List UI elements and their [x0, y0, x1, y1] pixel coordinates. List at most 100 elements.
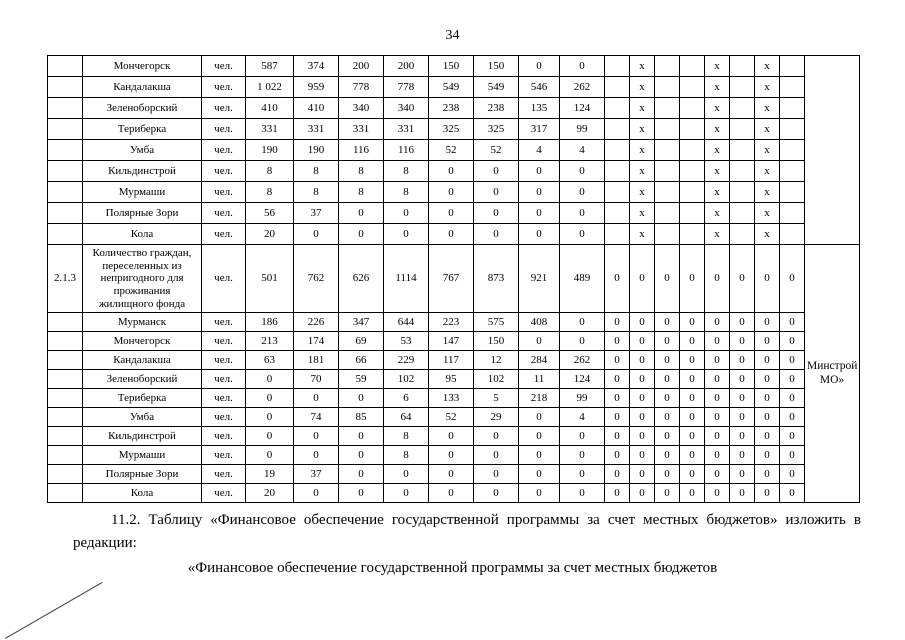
value-cell: 70	[293, 369, 339, 390]
value-cell: 0	[729, 483, 755, 504]
value-cell: 0	[779, 369, 805, 390]
value-cell: 0	[383, 464, 429, 485]
value-cell: 229	[383, 350, 429, 371]
value-cell: 5	[473, 388, 519, 409]
territory-name-cell: Кола	[82, 223, 202, 245]
page-number: 34	[445, 28, 460, 43]
value-cell: 238	[428, 97, 474, 119]
value-cell: 4	[559, 407, 605, 428]
value-cell	[604, 181, 630, 203]
value-cell: 0	[559, 181, 605, 203]
value-cell: 102	[383, 369, 429, 390]
value-cell: 0	[729, 331, 755, 352]
value-cell: x	[704, 202, 730, 224]
value-cell: 0	[754, 331, 780, 352]
value-cell: 0	[679, 312, 705, 333]
value-cell: 0	[604, 331, 630, 352]
value-cell: 0	[559, 426, 605, 447]
territory-name-cell: Умба	[82, 407, 202, 428]
territory-name-cell: Кильдинстрой	[82, 160, 202, 182]
value-cell: 213	[245, 331, 294, 352]
value-cell: 0	[245, 445, 294, 466]
row-number-cell	[47, 139, 83, 161]
value-cell: 0	[779, 464, 805, 485]
value-cell: 8	[245, 181, 294, 203]
value-cell: 0	[704, 350, 730, 371]
value-cell: 0	[629, 243, 655, 314]
value-cell: 762	[293, 243, 339, 314]
value-cell: 0	[654, 388, 680, 409]
value-cell: 218	[518, 388, 560, 409]
value-cell	[654, 160, 680, 182]
value-cell: x	[629, 97, 655, 119]
value-cell: 12	[473, 350, 519, 371]
value-cell	[654, 139, 680, 161]
value-cell: 0	[729, 350, 755, 371]
value-cell	[604, 55, 630, 77]
value-cell	[604, 139, 630, 161]
value-cell: 921	[518, 243, 560, 314]
value-cell: 52	[473, 139, 519, 161]
table-title-paragraph: «Финансовое обеспечение государственной …	[187, 560, 718, 576]
unit-cell: чел.	[201, 388, 246, 409]
value-cell: 150	[428, 55, 474, 77]
value-cell: x	[629, 139, 655, 161]
value-cell: 0	[729, 426, 755, 447]
value-cell: 0	[428, 181, 474, 203]
value-cell: 0	[473, 223, 519, 245]
value-cell: 0	[559, 55, 605, 77]
value-cell: 0	[293, 483, 339, 504]
value-cell: 99	[559, 118, 605, 140]
value-cell: 29	[473, 407, 519, 428]
territory-name-cell: Полярные Зори	[82, 202, 202, 224]
value-cell: 0	[679, 350, 705, 371]
value-cell	[679, 97, 705, 119]
value-cell: 186	[245, 312, 294, 333]
value-cell: 0	[338, 388, 384, 409]
row-number-cell	[47, 202, 83, 224]
value-cell: 340	[383, 97, 429, 119]
value-cell: 4	[559, 139, 605, 161]
row-number-cell	[47, 350, 83, 371]
value-cell: 0	[629, 464, 655, 485]
value-cell: 0	[779, 331, 805, 352]
value-cell: 0	[729, 312, 755, 333]
value-cell: 0	[559, 160, 605, 182]
value-cell: 549	[428, 76, 474, 98]
value-cell: 56	[245, 202, 294, 224]
value-cell: 549	[473, 76, 519, 98]
executor-cell: Минстрой МО»	[804, 243, 860, 504]
program-funding-table: Мончегорск чел. 587 374 200 200 150 150 0 0 x x x Кан…	[47, 55, 860, 504]
value-cell	[779, 118, 805, 140]
value-cell	[654, 55, 680, 77]
value-cell: x	[754, 181, 780, 203]
value-cell: 0	[518, 331, 560, 352]
row-number-cell	[47, 464, 83, 485]
value-cell: 644	[383, 312, 429, 333]
table-row: 2.1.3 Количество граждан, переселенных из…	[47, 243, 860, 504]
value-cell	[654, 223, 680, 245]
value-cell: 331	[338, 118, 384, 140]
value-cell: 0	[754, 243, 780, 314]
value-cell: 116	[383, 139, 429, 161]
value-cell: 374	[293, 55, 339, 77]
value-cell: x	[704, 181, 730, 203]
value-cell	[654, 76, 680, 98]
value-cell: 546	[518, 76, 560, 98]
value-cell: 64	[383, 407, 429, 428]
value-cell: 0	[383, 202, 429, 224]
unit-cell: чел.	[201, 55, 246, 77]
value-cell: 0	[754, 312, 780, 333]
value-cell: 0	[604, 312, 630, 333]
value-cell: 200	[338, 55, 384, 77]
value-cell: 8	[383, 181, 429, 203]
value-cell: 331	[383, 118, 429, 140]
value-cell: 0	[559, 223, 605, 245]
value-cell: 0	[518, 202, 560, 224]
value-cell: 0	[754, 350, 780, 371]
value-cell: 0	[245, 407, 294, 428]
value-cell: 575	[473, 312, 519, 333]
value-cell: 0	[654, 331, 680, 352]
value-cell: 0	[654, 483, 680, 504]
value-cell	[729, 202, 755, 224]
